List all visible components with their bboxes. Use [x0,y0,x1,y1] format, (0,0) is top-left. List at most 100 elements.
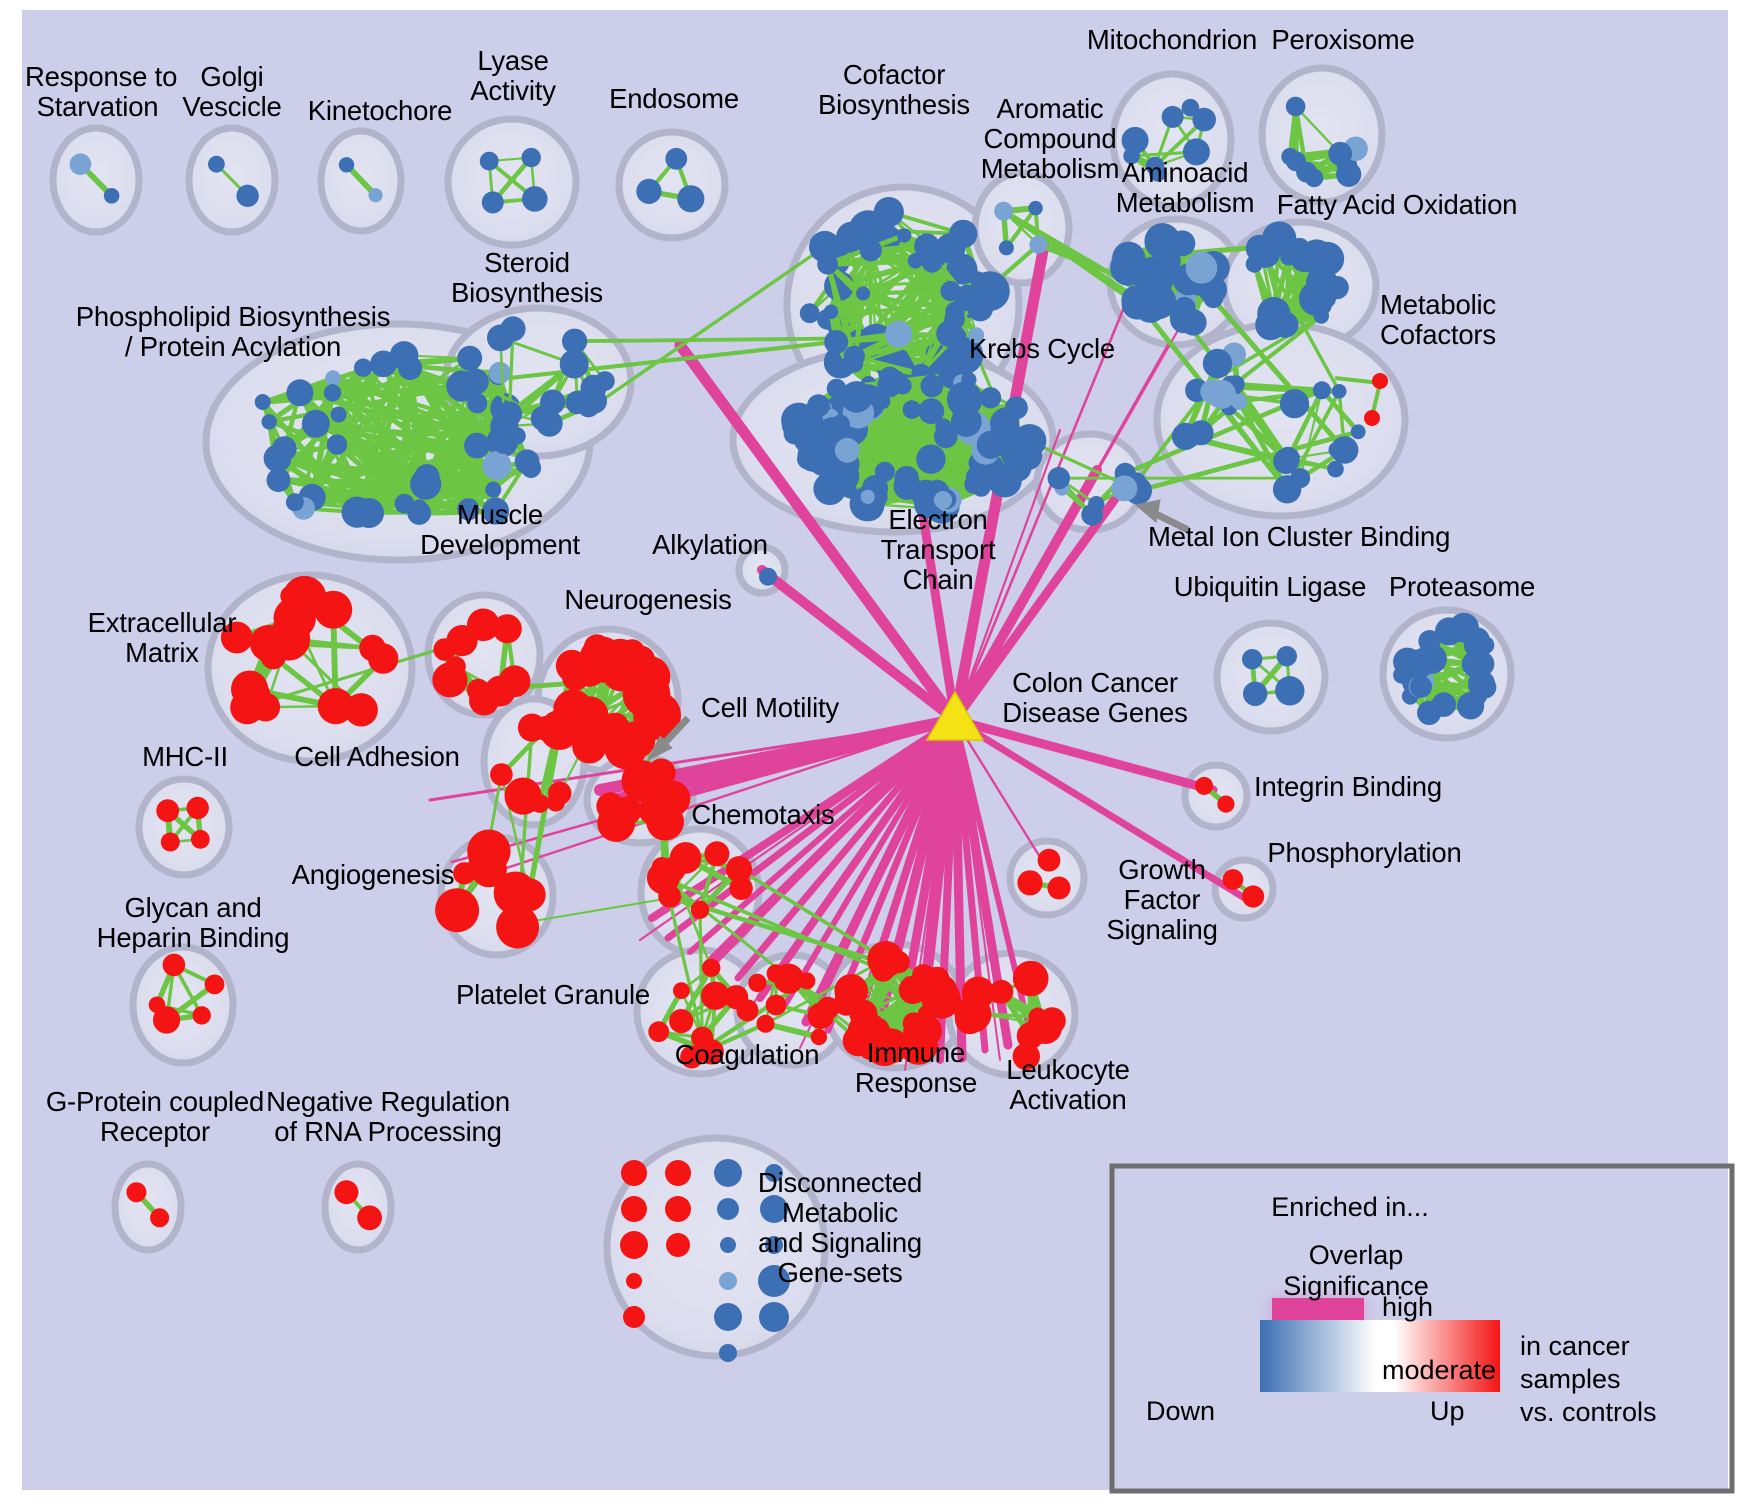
label-response-to-starvation: Response to Starvation [25,61,178,122]
label-disconnected: Disconnected Metabolic and Signaling Gen… [757,1167,923,1288]
nodes-aromatic-compound-metabolism [994,200,1048,256]
nodes-muscle-development [432,608,531,716]
label-electron-transport-chain: Electron Transport Chain [880,504,996,595]
nodes-phosphorylation [1222,869,1265,908]
legend-moderate-label: moderate [1382,1355,1497,1385]
label-aminoacid-metabolism: Aminoacid Metabolism [1115,157,1255,218]
nodes-g-protein-coupled-receptor [126,1182,170,1228]
label-leukocyte-activation: Leukocyte Activation [1006,1054,1130,1115]
label-neurogenesis: Neurogenesis [564,584,732,615]
nodes-fatty-acid-oxidation [1245,221,1349,341]
nodes-growth-factor-signaling [1017,848,1071,900]
nodes-negative-regulation-rna [334,1180,382,1231]
legend-high-swatch [1272,1298,1364,1322]
label-proteasome: Proteasome [1388,571,1536,602]
label-phospholipid-biosynthesis: Phospholipid Biosynthesis / Protein Acyl… [75,301,391,362]
label-integrin-binding: Integrin Binding [1254,771,1442,802]
arrow-cell-motility-icon [646,715,691,762]
label-angiogenesis: Angiogenesis [291,859,455,890]
label-muscle-development: Muscle Development [420,499,580,560]
nodes-disconnected [620,1159,790,1362]
legend-enriched-graphics [1109,1163,1735,1494]
nodes-lyase-activity [479,147,548,214]
nodes-alkylation [759,567,777,586]
label-phosphorylation: Phosphorylation [1267,837,1462,868]
nodes-coagulation [748,963,840,1046]
nodes-integrin-binding [1195,776,1235,813]
enriched-colorbar [1260,1320,1500,1392]
label-ubiquitin-ligase: Ubiquitin Ligase [1173,571,1367,602]
nodes-electron-transport-chain [781,361,1047,524]
label-colon-cancer-disease-genes: Colon Cancer Disease Genes [1002,667,1188,728]
nodes-cofactor-biosynthesis [799,197,1010,397]
nodes-leukocyte-activation [954,960,1066,1071]
label-g-protein-coupled-receptor: G-Protein coupled Receptor [45,1086,265,1147]
label-coagulation: Coagulation [674,1039,820,1070]
nodes-immune-response [833,941,961,1067]
label-growth-factor-signaling: Growth Factor Signaling [1106,854,1218,945]
label-aromatic-compound-metabolism: Aromatic Compound Metabolism [980,93,1120,184]
label-cell-adhesion: Cell Adhesion [294,741,460,772]
halo-endosome [615,128,729,242]
label-fatty-acid-oxidation: Fatty Acid Oxidation [1276,189,1518,220]
nodes-phospholipid-biosynthesis [254,341,542,528]
nodes-chemotaxis [646,841,753,919]
graph-nodes-edges [69,96,1497,1362]
colon-cancer-hub-icon[interactable] [925,690,985,741]
nodes-aminoacid-metabolism [1110,223,1230,336]
nodes-golgi-vescicle [208,155,259,207]
nodes-cell-motility [596,758,691,842]
label-alkylation: Alkylation [652,529,768,560]
label-golgi-vescicle: Golgi Vescicle [182,61,282,122]
nodes-mitochondrion [1121,98,1216,182]
label-steroid-biosynthesis: Steroid Biosynthesis [451,247,603,308]
label-platelet-granule: Platelet Granule [456,979,650,1010]
arrow-metal-ion-cluster-binding-icon [1134,499,1190,534]
label-metabolic-cofactors: Metabolic Cofactors [1380,289,1496,350]
label-extracellular-matrix: Extracellular Matrix [87,607,237,668]
nodes-endosome [636,147,705,213]
nodes-metabolic-cofactors [1171,342,1366,504]
annotation-arrows [646,499,1190,762]
nodes-cell-adhesion [490,710,580,815]
nodes-angiogenesis [435,829,546,949]
legend-enriched-title: Enriched in... [1271,1192,1429,1222]
label-immune-response: Immune Response [854,1037,978,1098]
label-peroxisome: Peroxisome [1271,24,1415,55]
label-chemotaxis: Chemotaxis [691,799,835,830]
legend-down-label: Down [1146,1396,1216,1426]
label-mitochondrion: Mitochondrion [1086,24,1258,55]
nodes-response-to-starvation [69,153,120,204]
nodes-metal-ion-cluster-binding [1047,462,1152,526]
label-glycan-heparin-binding: Glycan and Heparin Binding [96,892,290,953]
nodes-proteasome [1393,612,1497,726]
nodes-mhc-ii [156,796,210,852]
nodes-krebs-cycle [817,228,994,384]
nodes-platelet-granule [648,958,759,1069]
label-krebs-cycle: Krebs Cycle [968,333,1116,364]
nodes-ubiquitin-ligase [1242,646,1305,706]
label-kinetochore: Kinetochore [307,95,453,126]
label-cell-motility: Cell Motility [701,692,839,723]
nodes-steroid-biosynthesis [462,316,615,441]
nodes-peroxisome [1281,96,1368,188]
label-endosome: Endosome [609,83,739,114]
nodes-kinetochore [338,157,383,203]
legend-high-label: high [1382,1292,1434,1322]
halo-disconnected [603,1134,829,1360]
label-mhc-ii: MHC-II [142,741,228,772]
label-cofactor-biosynthesis: Cofactor Biosynthesis [818,59,970,120]
legend-up-label: Up [1430,1396,1465,1426]
nodes-metabolic-cofactors-red [1334,373,1388,426]
legend-overlap-title: Overlap Significance [1283,1240,1429,1301]
halo-mitochondrion [1109,70,1235,210]
nodes-glycan-heparin-binding [148,953,225,1034]
nodes-extracellular-matrix [220,575,399,727]
label-metal-ion-cluster-binding: Metal Ion Cluster Binding [1148,521,1451,552]
nodes-neurogenesis [553,634,681,770]
legend-enriched-side-text: in cancer samples vs. controls [1520,1331,1657,1427]
label-lyase-activity: Lyase Activity [470,45,556,106]
label-negative-regulation-rna: Negative Regulation of RNA Processing [266,1086,510,1147]
